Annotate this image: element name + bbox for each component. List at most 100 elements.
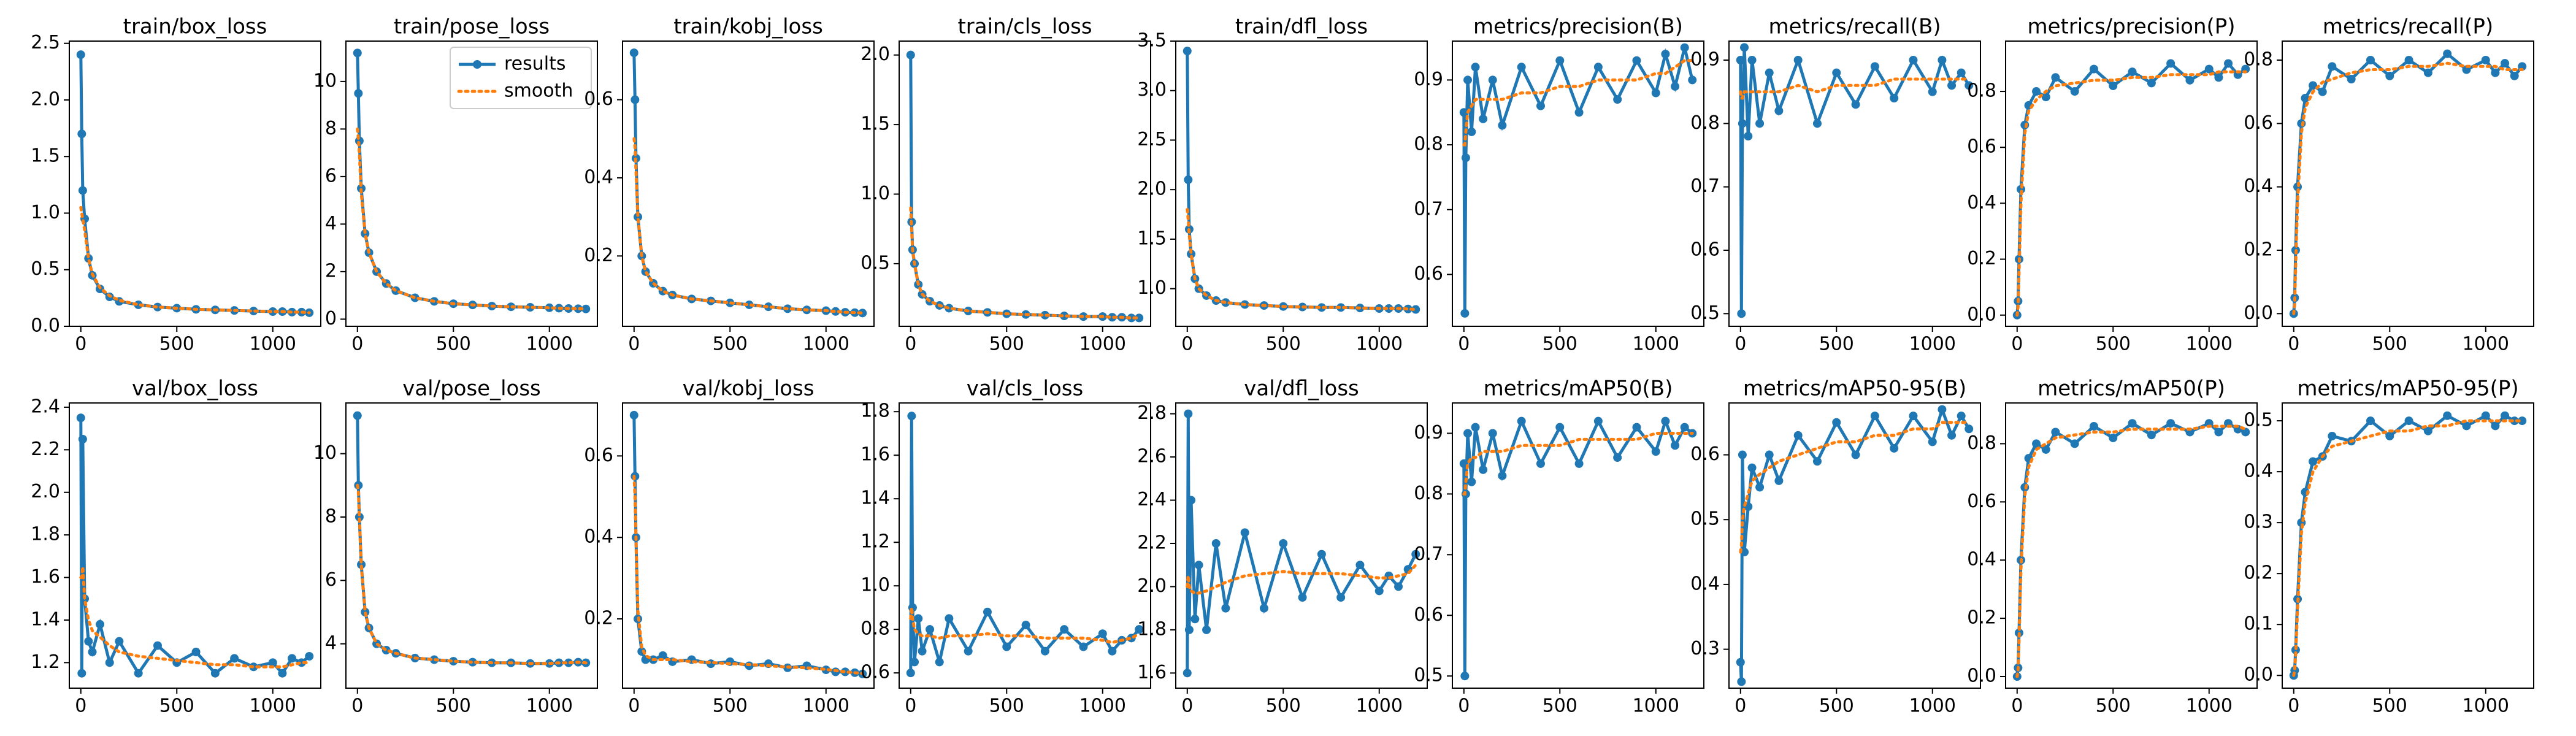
results-point — [935, 657, 944, 667]
results-point — [355, 513, 364, 521]
results-point — [2089, 421, 2098, 431]
results-point — [1890, 443, 1899, 453]
y-tick-label: 0.6 — [584, 88, 613, 110]
y-tick-label: 0.2 — [584, 608, 613, 629]
y-tick-label: 8 — [325, 506, 337, 527]
results-point — [2041, 93, 2050, 102]
results-point — [2366, 416, 2375, 426]
results-point — [278, 669, 287, 678]
subplot-title: train/dfl_loss — [1235, 15, 1368, 39]
results-point — [2443, 49, 2452, 58]
results-point — [2041, 445, 2050, 454]
results-point — [134, 300, 143, 309]
smooth-line — [2015, 424, 2247, 678]
results-point — [1957, 68, 1966, 77]
y-tick-label: 1.8 — [31, 524, 60, 545]
results-point — [1211, 539, 1221, 548]
results-point — [1298, 593, 1307, 602]
results-point — [1374, 586, 1384, 596]
legend: results smooth — [450, 47, 592, 109]
x-tick-label: 1000 — [1909, 334, 1956, 355]
y-tick-label: 0.8 — [1967, 80, 1996, 102]
x-tick-label: 500 — [713, 696, 748, 717]
results-point — [2032, 439, 2041, 448]
results-point — [1832, 418, 1841, 427]
results-point — [84, 254, 93, 263]
x-tick-label: 500 — [159, 696, 194, 717]
results-point — [76, 50, 85, 59]
y-tick-label: 10 — [313, 70, 337, 91]
x-tick-label: 1000 — [1356, 334, 1403, 355]
subplot-title: train/box_loss — [123, 15, 267, 39]
results-point — [1574, 108, 1584, 117]
y-tick-label: 2.0 — [31, 481, 60, 502]
results-point — [2510, 416, 2519, 426]
results-point — [1488, 75, 1497, 85]
x-tick-label: 0 — [628, 334, 640, 355]
results-point — [1744, 132, 1753, 140]
plot-area — [76, 50, 314, 317]
x-tick-label: 1000 — [2463, 696, 2509, 717]
results-point — [1190, 615, 1200, 624]
results-point — [1498, 121, 1507, 130]
y-tick-label: 0.5 — [1690, 302, 1720, 324]
smooth-line — [2015, 70, 2247, 317]
x-tick-label: 500 — [1543, 334, 1577, 355]
y-tick-label: 1.4 — [861, 488, 890, 509]
y-tick-label: 1.0 — [861, 183, 890, 204]
results-point — [1187, 250, 1196, 259]
x-tick-label: 500 — [1266, 334, 1301, 355]
results-point — [2491, 68, 2500, 77]
x-tick-label: 500 — [2372, 334, 2407, 355]
subplot: train/dfl_loss 0 500 1000 1.0 1.5 2.0 2.5 3.0 3.5 — [1137, 15, 1428, 355]
y-tick-label: 0.4 — [584, 526, 613, 548]
results-point — [910, 657, 919, 667]
x-tick-label: 0 — [1735, 696, 1746, 717]
y-tick-label: 0.5 — [861, 252, 890, 274]
results-point — [1765, 68, 1774, 77]
results-point — [1736, 56, 1745, 64]
results-point — [1651, 447, 1660, 456]
subplot: val/dfl_loss 0 500 1000 1.6 1.8 2.0 2.2 2.4 2.6 2.… — [1137, 377, 1428, 717]
axes-frame — [345, 40, 598, 327]
results-point — [268, 658, 277, 667]
results-point — [1890, 94, 1899, 102]
results-point — [1384, 304, 1393, 313]
subplot: train/pose_loss 0 500 1000 0 2 4 6 8 10 results smo… — [313, 15, 598, 355]
results-point — [1411, 305, 1420, 314]
results-point — [105, 658, 114, 667]
y-tick-label: 2.2 — [1137, 532, 1167, 553]
results-point — [1098, 629, 1107, 638]
results-point — [2501, 411, 2510, 420]
plot-area — [906, 412, 1144, 678]
results-point — [96, 619, 105, 629]
y-tick-label: 0.6 — [1690, 443, 1720, 465]
results-point — [1021, 621, 1030, 630]
results-point — [1108, 646, 1117, 656]
y-tick-label: 8 — [325, 118, 337, 139]
smooth-line — [2292, 419, 2524, 677]
x-tick-label: 0 — [2288, 334, 2299, 355]
results-point — [1184, 175, 1193, 185]
y-tick-label: 0.9 — [1690, 49, 1720, 71]
results-point — [1060, 311, 1069, 320]
x-tick-label: 1000 — [526, 696, 573, 717]
subplot: metrics/precision(P) 0 500 1000 0.0 0.2 0.4 0.6… — [1967, 15, 2258, 355]
y-tick-label: 0.8 — [1414, 483, 1443, 504]
subplot: metrics/mAP50(P) 0 500 1000 0.0 0.2 0.4 0.6 0.8 — [1967, 377, 2258, 717]
y-tick-label: 0.6 — [2244, 112, 2273, 134]
results-point — [1680, 423, 1689, 432]
results-line — [1186, 413, 1417, 673]
results-point — [1774, 106, 1784, 115]
results-point — [353, 411, 362, 420]
y-tick-label: 2.6 — [1137, 446, 1167, 467]
results-point — [353, 48, 362, 58]
results-point — [1765, 450, 1774, 459]
plot-area — [2012, 419, 2250, 681]
x-tick-label: 0 — [2011, 334, 2023, 355]
results-point — [1661, 50, 1670, 59]
results-point — [1965, 81, 1974, 90]
y-tick-label: 2 — [325, 260, 337, 282]
axes-frame — [2005, 402, 2258, 689]
